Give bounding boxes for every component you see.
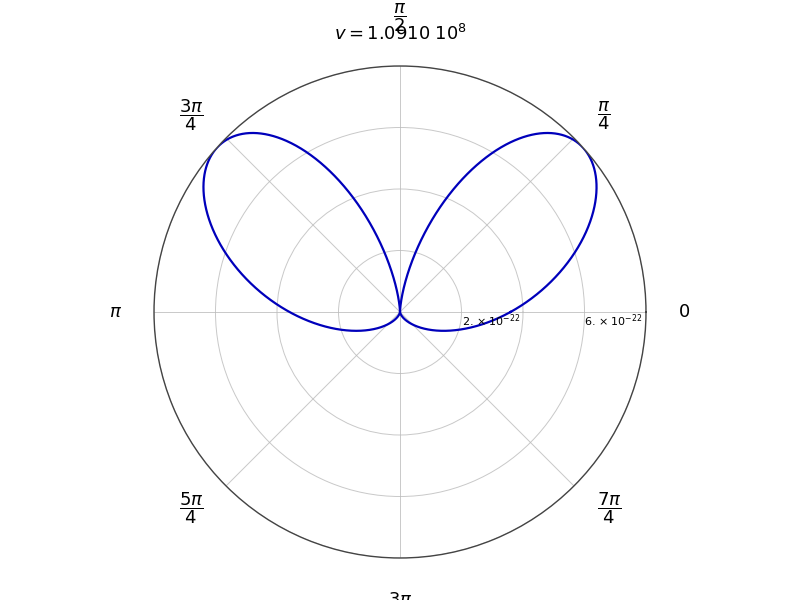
Text: $\dfrac{\pi}{4}$: $\dfrac{\pi}{4}$ <box>597 99 610 132</box>
Text: $\dfrac{3\pi}{2}$: $\dfrac{3\pi}{2}$ <box>388 590 412 600</box>
Text: $\pi$: $\pi$ <box>109 303 122 321</box>
Text: $6.\times10^{-22}$: $6.\times10^{-22}$ <box>585 312 643 329</box>
Text: $0$: $0$ <box>678 303 690 321</box>
Text: $\dfrac{5\pi}{4}$: $\dfrac{5\pi}{4}$ <box>179 491 203 526</box>
Text: $\dfrac{3\pi}{4}$: $\dfrac{3\pi}{4}$ <box>179 98 203 133</box>
Text: Click to Play: Click to Play <box>626 565 742 583</box>
Text: $\dfrac{7\pi}{4}$: $\dfrac{7\pi}{4}$ <box>597 491 621 526</box>
Text: $2.\times10^{-22}$: $2.\times10^{-22}$ <box>462 312 520 329</box>
Text: $v = 1.0910\;10^{8}$: $v = 1.0910\;10^{8}$ <box>334 24 466 44</box>
Text: $\dfrac{\pi}{2}$: $\dfrac{\pi}{2}$ <box>394 1 406 34</box>
